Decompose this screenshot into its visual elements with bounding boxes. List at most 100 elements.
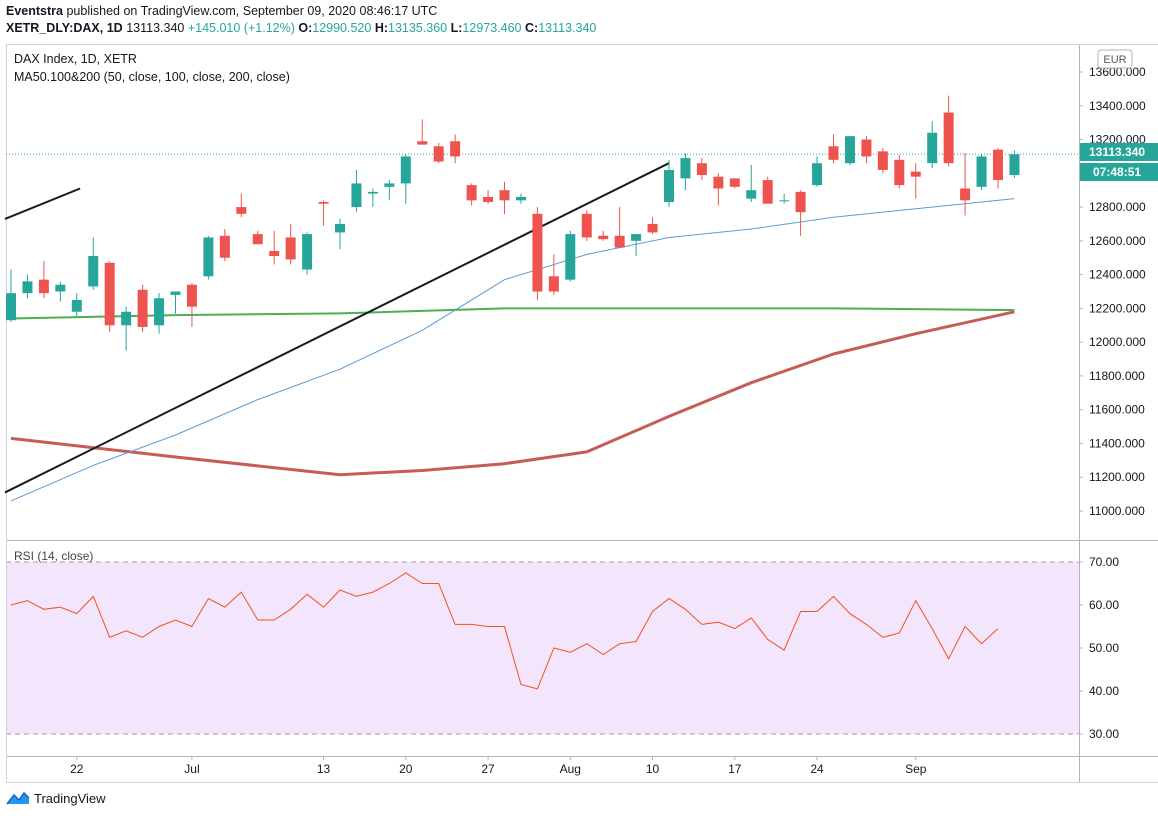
last-price-badge-label: 13113.340 bbox=[1089, 145, 1145, 159]
candle-body[interactable] bbox=[170, 291, 181, 295]
price-tick-label: 11600.000 bbox=[1089, 403, 1145, 417]
candle-body[interactable] bbox=[532, 213, 543, 292]
candle-body[interactable] bbox=[779, 200, 790, 202]
time-tick-label: 13 bbox=[317, 762, 331, 776]
series-legend-title[interactable]: DAX Index, 1D, XETR bbox=[14, 52, 137, 66]
price-tick-label: 12600.000 bbox=[1089, 234, 1146, 248]
time-tick-label: 22 bbox=[70, 762, 84, 776]
candle-body[interactable] bbox=[154, 298, 165, 326]
high-value: 13135.360 bbox=[388, 21, 448, 35]
candle-body[interactable] bbox=[335, 223, 345, 233]
candle-body[interactable] bbox=[499, 190, 510, 201]
candle-body[interactable] bbox=[6, 293, 16, 321]
candle-body[interactable] bbox=[252, 234, 263, 245]
candle-body[interactable] bbox=[55, 284, 66, 292]
rsi-tick-label: 70.00 bbox=[1089, 555, 1119, 569]
rsi-tick-label: 30.00 bbox=[1089, 727, 1119, 741]
tradingview-footer[interactable]: TradingView bbox=[6, 790, 106, 806]
ma-legend[interactable]: MA50.100&200 (50, close, 100, close, 200… bbox=[14, 70, 290, 84]
candle-body[interactable] bbox=[384, 183, 395, 187]
candle-body[interactable] bbox=[614, 235, 625, 248]
candle-body[interactable] bbox=[88, 256, 99, 287]
candle-body[interactable] bbox=[137, 289, 148, 327]
candle-body[interactable] bbox=[71, 299, 82, 312]
candle-body[interactable] bbox=[400, 156, 411, 184]
candle-body[interactable] bbox=[598, 235, 609, 240]
candle-body[interactable] bbox=[647, 223, 658, 233]
currency-badge-label: EUR bbox=[1103, 54, 1126, 66]
candle-body[interactable] bbox=[417, 141, 428, 145]
candle-body[interactable] bbox=[746, 190, 757, 199]
publisher-name[interactable]: Eventstra bbox=[6, 4, 63, 18]
candle-body[interactable] bbox=[1009, 154, 1020, 175]
candle-body[interactable] bbox=[186, 284, 197, 307]
candle-body[interactable] bbox=[466, 185, 477, 201]
time-tick-label: 10 bbox=[646, 762, 660, 776]
candle-body[interactable] bbox=[861, 139, 872, 157]
symbol-label: XETR_DLY:DAX, 1D bbox=[6, 21, 123, 35]
candle-body[interactable] bbox=[812, 163, 823, 186]
tradingview-brand: TradingView bbox=[34, 790, 106, 806]
publish-info: published on TradingView.com, September … bbox=[66, 4, 438, 18]
price-change: +145.010 (+1.12%) bbox=[187, 21, 295, 35]
candle-body[interactable] bbox=[38, 279, 49, 294]
price-tick-label: 11800.000 bbox=[1089, 369, 1145, 383]
candle-body[interactable] bbox=[22, 281, 33, 294]
candle-body[interactable] bbox=[581, 213, 592, 238]
candle-body[interactable] bbox=[993, 149, 1003, 181]
candle-body[interactable] bbox=[828, 146, 839, 160]
candle-body[interactable] bbox=[302, 234, 313, 270]
candle-body[interactable] bbox=[219, 235, 230, 258]
candle-body[interactable] bbox=[104, 262, 115, 326]
trend-line-1[interactable] bbox=[4, 187, 81, 220]
candle-body[interactable] bbox=[565, 234, 576, 280]
time-tick-label: Jul bbox=[184, 762, 199, 776]
time-tick-label: Aug bbox=[560, 762, 581, 776]
trend-line-2[interactable] bbox=[4, 162, 670, 494]
candle-body[interactable] bbox=[943, 112, 954, 164]
candle-body[interactable] bbox=[483, 196, 494, 203]
time-tick-label: 27 bbox=[481, 762, 495, 776]
candle-body[interactable] bbox=[844, 136, 855, 164]
candle-body[interactable] bbox=[664, 169, 674, 203]
candle-body[interactable] bbox=[927, 132, 938, 164]
time-tick-label: 17 bbox=[728, 762, 742, 776]
open-label: O: bbox=[298, 21, 313, 35]
candle-body[interactable] bbox=[960, 188, 971, 201]
price-tick-label: 13400.000 bbox=[1089, 99, 1146, 113]
candle-body[interactable] bbox=[121, 311, 132, 326]
candle-body[interactable] bbox=[795, 191, 806, 213]
candle-body[interactable] bbox=[713, 176, 724, 189]
candle-body[interactable] bbox=[351, 183, 362, 208]
candle-body[interactable] bbox=[367, 191, 378, 194]
ma50-line bbox=[10, 198, 1015, 502]
price-tick-label: 11200.000 bbox=[1089, 470, 1145, 484]
candle-body[interactable] bbox=[680, 158, 691, 179]
candle-body[interactable] bbox=[450, 141, 461, 157]
candle-body[interactable] bbox=[976, 156, 987, 187]
candle-body[interactable] bbox=[729, 178, 740, 187]
publish-header: Eventstra published on TradingView.com, … bbox=[6, 4, 437, 18]
candle-body[interactable] bbox=[877, 151, 888, 170]
candle-body[interactable] bbox=[236, 207, 247, 214]
countdown-badge bbox=[1080, 163, 1158, 181]
candle-body[interactable] bbox=[269, 250, 280, 257]
rsi-legend[interactable]: RSI (14, close) bbox=[14, 549, 94, 563]
candle-body[interactable] bbox=[548, 276, 559, 292]
price-tick-label: 12400.000 bbox=[1089, 268, 1146, 282]
candle-body[interactable] bbox=[515, 196, 526, 201]
open-value: 12990.520 bbox=[312, 21, 372, 35]
candle-body[interactable] bbox=[285, 237, 296, 260]
candle-body[interactable] bbox=[631, 234, 642, 241]
candle-body[interactable] bbox=[894, 159, 905, 186]
candle-body[interactable] bbox=[318, 202, 329, 204]
candle-body[interactable] bbox=[433, 146, 444, 162]
candle-body[interactable] bbox=[203, 237, 214, 277]
candle-body[interactable] bbox=[762, 180, 773, 204]
candle-body[interactable] bbox=[910, 171, 921, 177]
currency-badge[interactable] bbox=[1097, 49, 1133, 69]
candle-body[interactable] bbox=[696, 163, 707, 175]
price-tick-label: 11400.000 bbox=[1089, 436, 1145, 450]
tradingview-logo-icon bbox=[6, 791, 30, 805]
